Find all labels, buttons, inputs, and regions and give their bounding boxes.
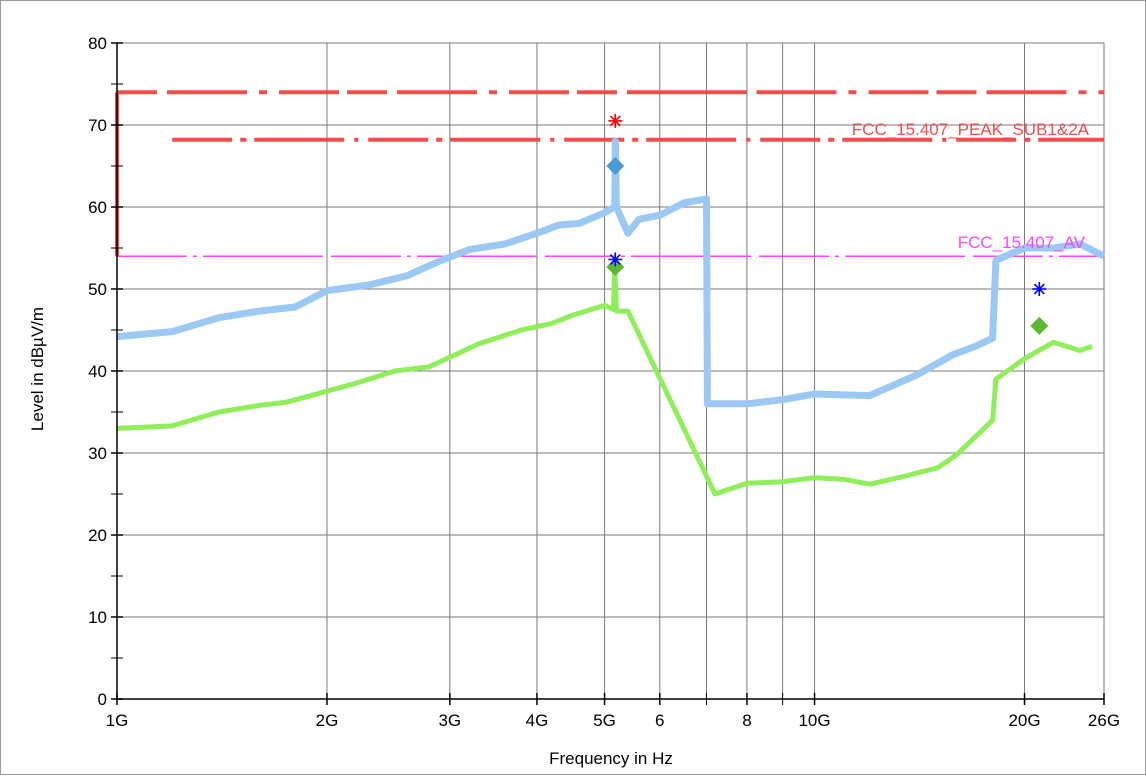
star-marker-stroke (609, 115, 621, 127)
y-tick-label: 10 (88, 608, 107, 627)
y-tick-label: 40 (88, 362, 107, 381)
y-tick-label: 50 (88, 280, 107, 299)
peak-trace-line (116, 137, 1106, 408)
x-tick-label: 3G (438, 711, 461, 730)
diamond-marker (1030, 316, 1049, 335)
x-axis-title: Frequency in Hz (549, 749, 673, 768)
x-tick-label: 1G (106, 711, 129, 730)
x-tick-label: 2G (316, 711, 339, 730)
y-tick-label: 20 (88, 526, 107, 545)
y-tick-label: 30 (88, 444, 107, 463)
x-tick-label: 8 (742, 711, 751, 730)
star-marker (1032, 282, 1047, 296)
star-marker (608, 252, 623, 267)
x-tick-label: 26G (1088, 711, 1120, 730)
diamond-marker (606, 257, 625, 276)
avg-limit-label: FCC_15.407_AV (958, 233, 1086, 252)
star-marker (608, 113, 623, 128)
x-tick-label: 10G (798, 711, 830, 730)
data-series (116, 137, 1106, 497)
diamond-marker (606, 157, 625, 175)
star-marker-stroke (609, 253, 621, 265)
y-tick-label: 60 (88, 198, 107, 217)
y-axis-title: Level in dBµV/m (28, 307, 47, 431)
x-tick-label: 20G (1008, 711, 1040, 730)
y-tick-label: 0 (98, 690, 107, 709)
x-tick-label: 4G (526, 711, 549, 730)
y-tick-label: 70 (88, 116, 107, 135)
y-tick-label: 80 (88, 34, 107, 53)
axes: 0 10 20 30 40 50 60 70 80 1G 2G 3G 4G 5G 6 8 10G 20G 26G (88, 34, 1120, 730)
average-trace-line (116, 261, 1093, 497)
x-tick-label: 5G (593, 711, 616, 730)
grid (116, 42, 1105, 700)
peak-limit-label: FCC_15.407_PEAK_SUB1&2A (852, 120, 1090, 139)
markers (606, 113, 1049, 335)
x-tick-label: 6 (655, 711, 664, 730)
star-marker-stroke (1033, 283, 1045, 295)
